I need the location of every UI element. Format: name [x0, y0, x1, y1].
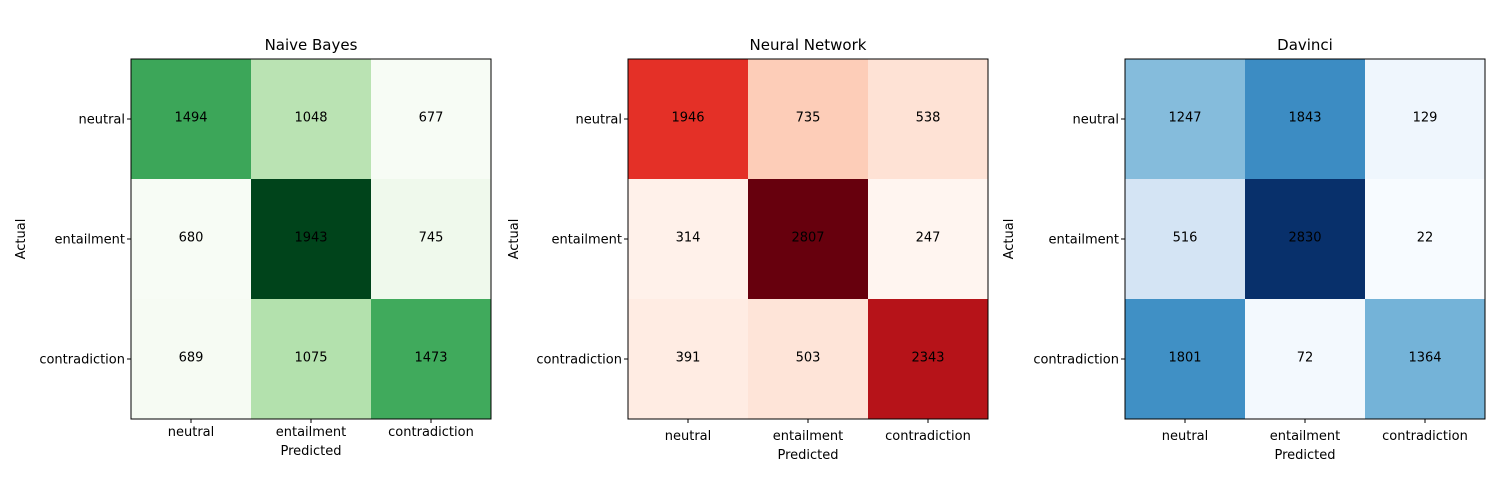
chart-title: Davinci — [1277, 36, 1333, 54]
cell-value-label: 1473 — [414, 351, 447, 366]
heatmap-cell — [628, 299, 749, 420]
heatmap-cell — [1365, 59, 1486, 180]
cell-value-label: 1494 — [174, 111, 207, 126]
heatmap-cell — [1245, 179, 1366, 300]
heatmap-cell — [251, 299, 372, 420]
y-tick-label: entailment — [54, 233, 125, 248]
heatmap-cell — [868, 59, 989, 180]
cell-value-label: 1946 — [671, 111, 704, 126]
heatmap-cell — [748, 179, 869, 300]
x-tick-label: contradiction — [885, 429, 971, 444]
heatmap-cell — [131, 179, 252, 300]
heatmap-cell — [131, 299, 252, 420]
cell-value-label: 538 — [916, 111, 941, 126]
cell-value-label: 1801 — [1168, 351, 1201, 366]
heatmap-cell — [1245, 59, 1366, 180]
heatmap-cell — [371, 59, 492, 180]
cell-value-label: 745 — [419, 231, 444, 246]
cell-value-label: 391 — [676, 351, 701, 366]
cell-value-label: 22 — [1417, 231, 1434, 246]
x-tick-label: neutral — [1162, 429, 1209, 444]
y-tick-label: neutral — [79, 113, 126, 128]
cell-value-label: 1075 — [294, 351, 327, 366]
x-axis-label: Predicted — [777, 448, 838, 463]
cell-value-label: 503 — [796, 351, 821, 366]
cell-value-label: 689 — [179, 351, 204, 366]
heatmap-cell — [371, 299, 492, 420]
cell-value-label: 2807 — [791, 231, 824, 246]
heatmap-cell — [1125, 59, 1246, 180]
cell-value-label: 735 — [796, 111, 821, 126]
heatmap-cell — [748, 59, 869, 180]
heatmap-cell — [251, 59, 372, 180]
y-tick-label: neutral — [1073, 113, 1120, 128]
x-axis-label: Predicted — [280, 444, 341, 459]
heatmap-cell — [1125, 179, 1246, 300]
heatmap-cell — [868, 179, 989, 300]
heatmap-cell — [628, 59, 749, 180]
heatmap-cell — [1245, 299, 1366, 420]
y-axis-label: Actual — [14, 219, 29, 260]
x-tick-label: neutral — [665, 429, 712, 444]
cell-value-label: 72 — [1297, 351, 1314, 366]
x-axis-label: Predicted — [1274, 448, 1335, 463]
x-tick-label: entailment — [276, 425, 347, 440]
cell-value-label: 1943 — [294, 231, 327, 246]
cell-value-label: 516 — [1173, 231, 1198, 246]
cell-value-label: 247 — [916, 231, 941, 246]
cell-value-label: 1843 — [1288, 111, 1321, 126]
y-tick-label: contradiction — [1033, 353, 1119, 368]
cell-value-label: 129 — [1413, 111, 1438, 126]
heatmap-cell — [251, 179, 372, 300]
x-tick-label: entailment — [1270, 429, 1341, 444]
heatmap-cell — [748, 299, 869, 420]
heatmap-cell — [371, 179, 492, 300]
y-tick-label: contradiction — [536, 353, 622, 368]
cell-value-label: 1247 — [1168, 111, 1201, 126]
cell-value-label: 1048 — [294, 111, 327, 126]
cell-value-label: 2343 — [911, 351, 944, 366]
y-tick-label: entailment — [551, 233, 622, 248]
chart-title: Neural Network — [750, 36, 867, 54]
x-tick-label: neutral — [168, 425, 215, 440]
y-tick-label: entailment — [1048, 233, 1119, 248]
heatmap-cell — [1125, 299, 1246, 420]
cell-value-label: 1364 — [1408, 351, 1441, 366]
y-tick-label: contradiction — [39, 353, 125, 368]
y-axis-label: Actual — [507, 219, 522, 260]
y-tick-label: neutral — [576, 113, 623, 128]
heatmap-cell — [131, 59, 252, 180]
x-tick-label: contradiction — [1382, 429, 1468, 444]
heatmap-cell — [868, 299, 989, 420]
heatmap-cell — [1365, 179, 1486, 300]
x-tick-label: contradiction — [388, 425, 474, 440]
chart-title: Naive Bayes — [265, 36, 358, 54]
x-tick-label: entailment — [773, 429, 844, 444]
cell-value-label: 314 — [676, 231, 701, 246]
cell-value-label: 2830 — [1288, 231, 1321, 246]
heatmap-cell — [1365, 299, 1486, 420]
cell-value-label: 680 — [179, 231, 204, 246]
y-axis-label: Actual — [1002, 219, 1017, 260]
cell-value-label: 677 — [419, 111, 444, 126]
heatmap-cell — [628, 179, 749, 300]
